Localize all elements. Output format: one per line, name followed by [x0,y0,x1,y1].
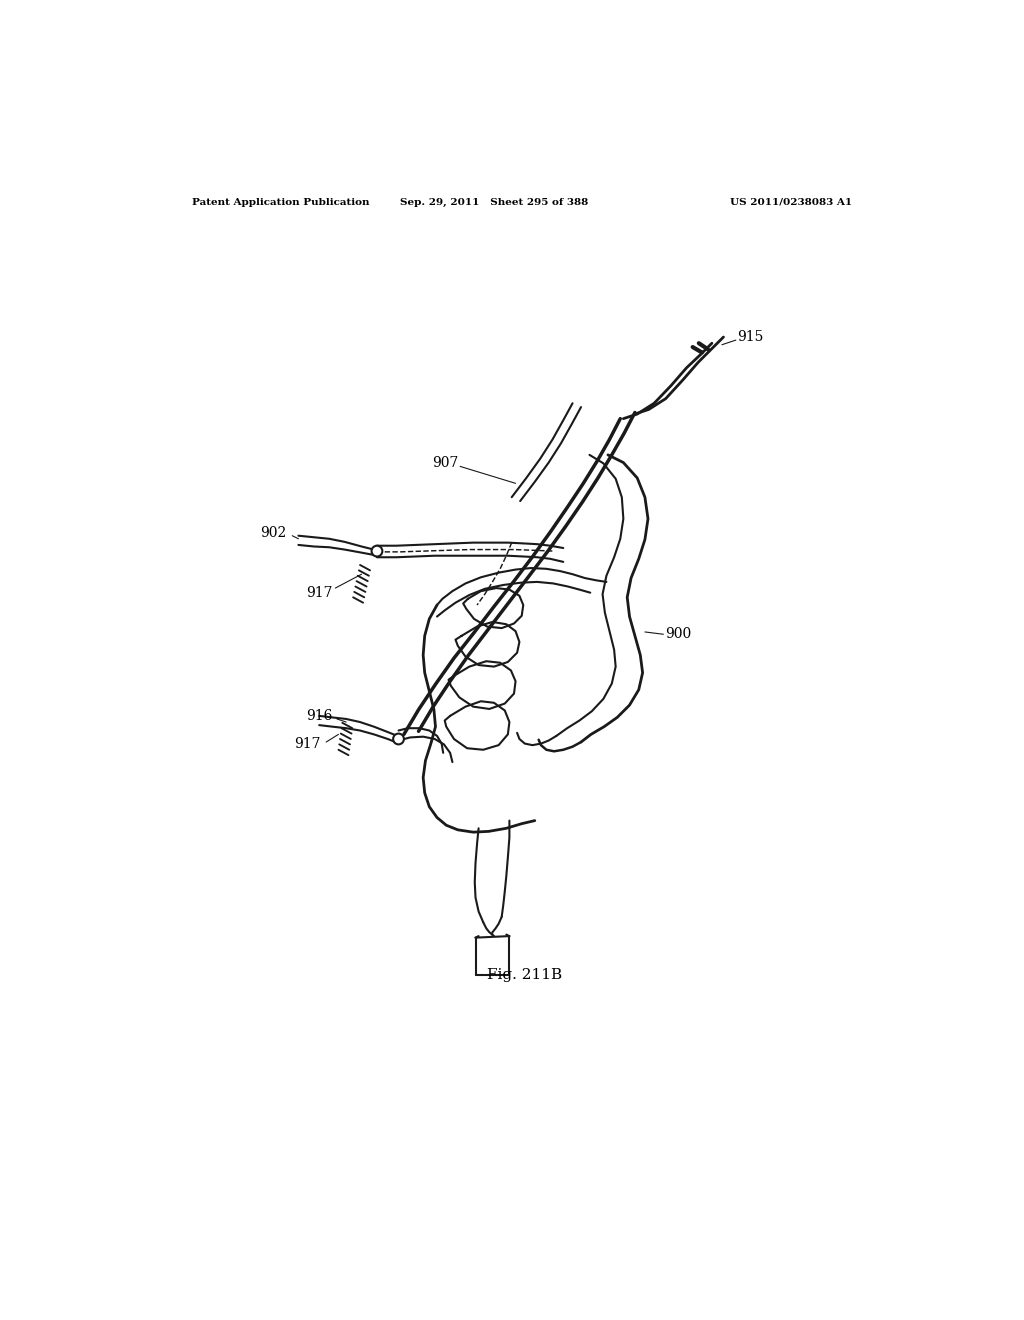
Text: Fig. 211B: Fig. 211B [487,968,562,982]
Circle shape [393,734,403,744]
Text: 916: 916 [306,709,333,723]
Text: 907: 907 [432,457,459,470]
Text: 902: 902 [260,527,286,540]
Circle shape [372,545,382,557]
Text: 915: 915 [737,330,764,345]
Text: 917: 917 [306,586,333,599]
Text: 900: 900 [665,627,691,642]
Text: Sep. 29, 2011   Sheet 295 of 388: Sep. 29, 2011 Sheet 295 of 388 [400,198,589,207]
Text: US 2011/0238083 A1: US 2011/0238083 A1 [730,198,852,207]
Text: Patent Application Publication: Patent Application Publication [193,198,370,207]
Text: 917: 917 [294,737,321,751]
